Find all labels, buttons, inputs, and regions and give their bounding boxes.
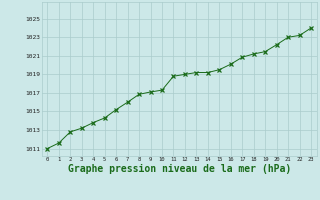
X-axis label: Graphe pression niveau de la mer (hPa): Graphe pression niveau de la mer (hPa) bbox=[68, 164, 291, 174]
